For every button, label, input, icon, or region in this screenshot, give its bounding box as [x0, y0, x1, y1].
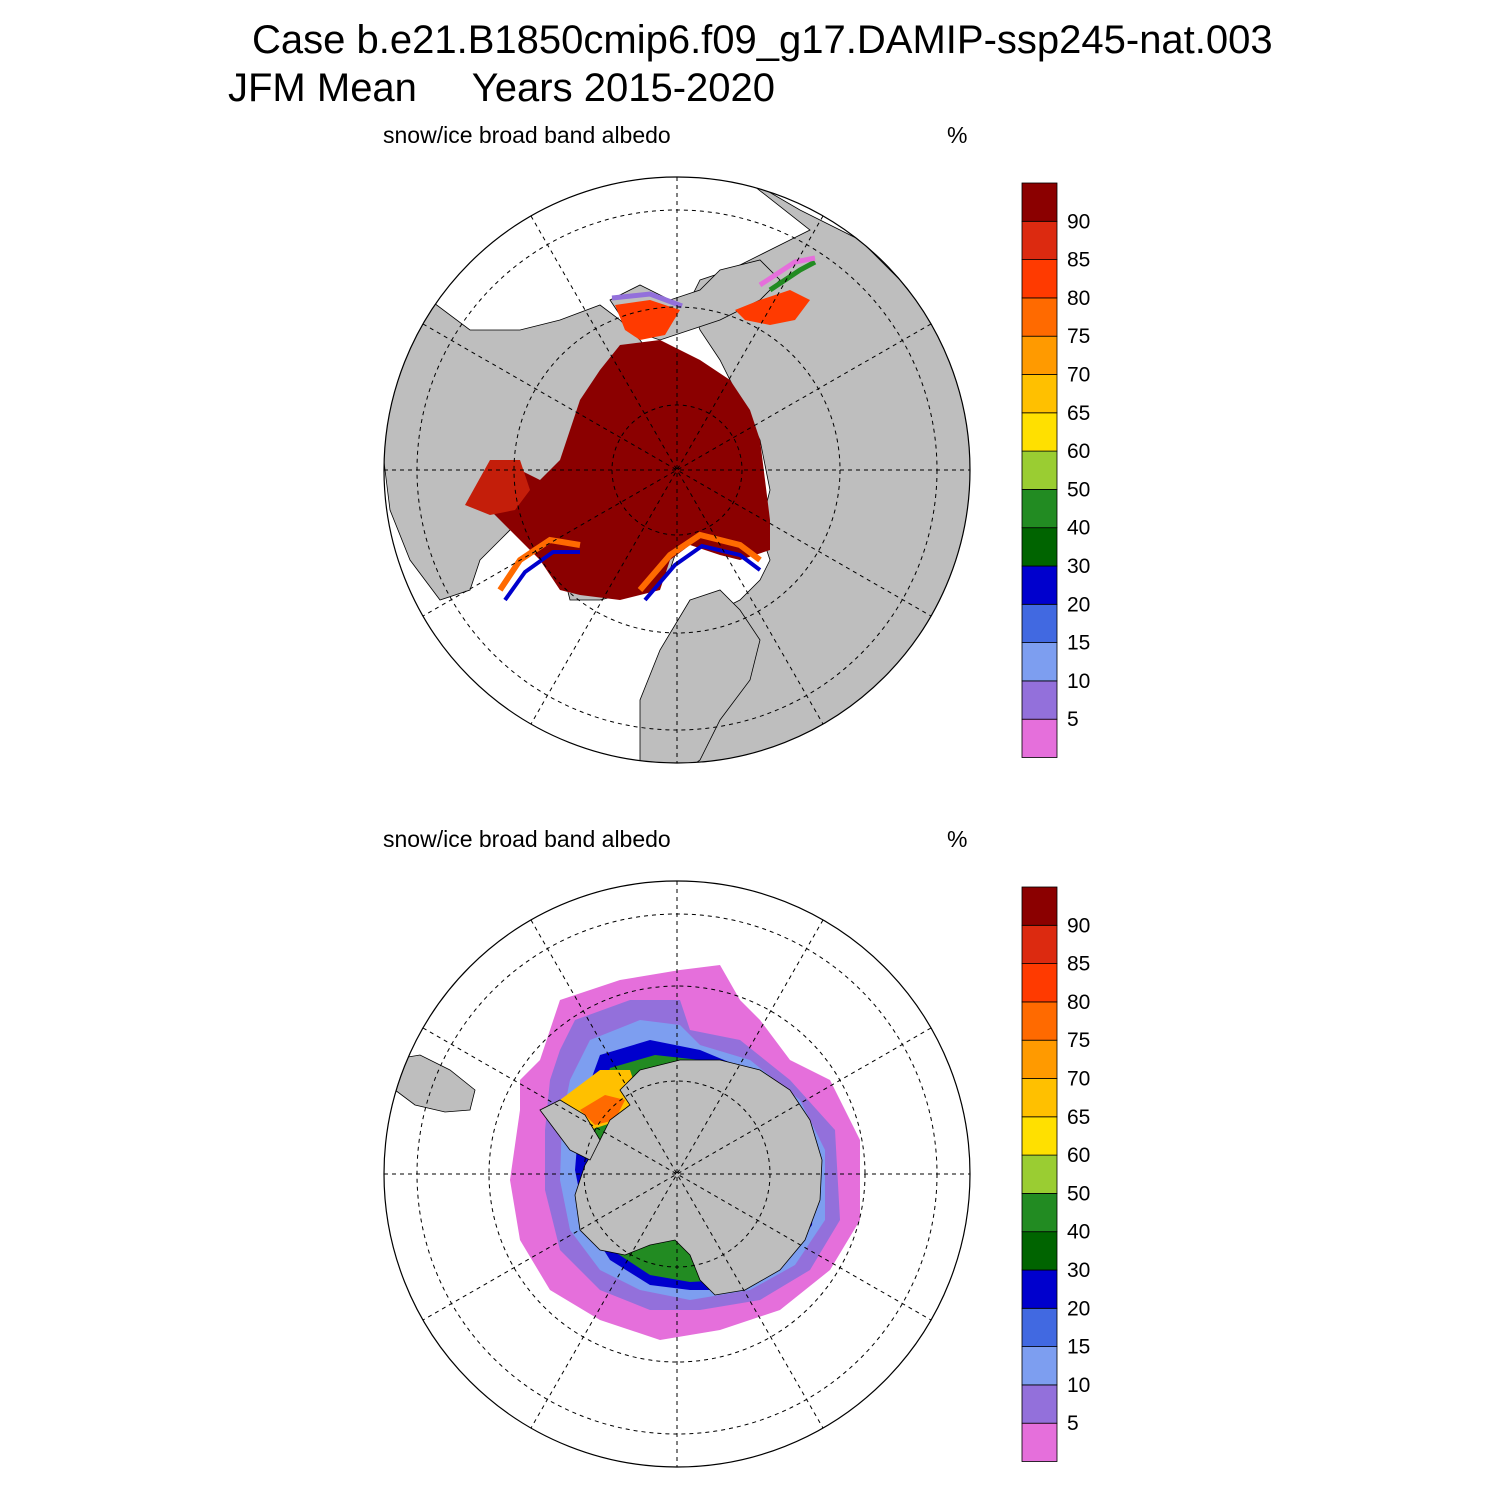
north-seaice-bering-edge — [611, 291, 683, 309]
north-panel-units: % — [947, 122, 968, 148]
north-ice-edge-atlantic — [497, 536, 581, 592]
north-map-border — [383, 176, 971, 764]
south-colorbar-label: 15 — [1067, 1336, 1090, 1359]
south-panel-units: % — [947, 826, 968, 852]
north-colorbar-label: 60 — [1067, 440, 1090, 463]
north-graticule — [384, 177, 970, 763]
north-colorbar-label: 75 — [1067, 325, 1090, 348]
north-ice-edge-barents-blue — [643, 543, 762, 602]
period-title: JFM Mean Years 2015-2020 — [228, 66, 775, 110]
north-colorbar-box — [1021, 412, 1058, 452]
north-colorbar-box — [1021, 642, 1058, 682]
north-colorbar-box — [1021, 718, 1058, 758]
south-colorbar-label: 5 — [1067, 1412, 1079, 1435]
south-colorbar-box — [1021, 1039, 1058, 1079]
north-colorbar-box — [1021, 565, 1058, 605]
south-colorbar-box — [1021, 924, 1058, 964]
south-colorbar-label: 90 — [1067, 914, 1090, 937]
north-colorbar: 90 85 80 75 70 65 60 50 40 30 20 15 10 5 — [1021, 182, 1090, 758]
south-colorbar-label: 10 — [1067, 1374, 1090, 1397]
south-colorbar-label: 85 — [1067, 953, 1090, 976]
north-colorbar-label: 40 — [1067, 517, 1090, 540]
north-ice-edge-barents — [637, 531, 762, 592]
south-colorbar-label: 75 — [1067, 1029, 1090, 1052]
north-colorbar-label: 5 — [1067, 708, 1079, 731]
north-colorbar-label: 30 — [1067, 555, 1090, 578]
north-seaice-okhotsk-pink — [758, 255, 816, 288]
south-colorbar-label: 20 — [1067, 1297, 1090, 1320]
south-colorbar-label: 70 — [1067, 1068, 1090, 1091]
north-colorbar-label: 80 — [1067, 287, 1090, 310]
north-colorbar-box — [1021, 297, 1058, 337]
north-polar-map — [383, 176, 971, 764]
south-colorbar-label: 60 — [1067, 1144, 1090, 1167]
north-colorbar-label: 20 — [1067, 593, 1090, 616]
north-colorbar-label: 50 — [1067, 478, 1090, 501]
north-colorbar-label: 10 — [1067, 670, 1090, 693]
south-colorbar-box — [1021, 1307, 1058, 1348]
south-land-peninsula — [539, 1099, 601, 1161]
south-colorbar-box — [1021, 1116, 1058, 1156]
south-colorbar-box — [1021, 1231, 1058, 1271]
south-colorbar-box — [1021, 1001, 1058, 1041]
south-polar-map — [383, 880, 971, 1468]
case-title: Case b.e21.B1850cmip6.f09_g17.DAMIP-ssp2… — [252, 18, 1273, 62]
south-panel-title: snow/ice broad band albedo — [383, 826, 671, 852]
north-colorbar-box — [1021, 220, 1058, 261]
south-colorbar-box — [1021, 963, 1058, 1003]
north-colorbar-box — [1021, 450, 1058, 490]
north-colorbar-box — [1021, 527, 1058, 567]
north-colorbar-box — [1021, 259, 1058, 299]
north-colorbar-box — [1021, 680, 1058, 720]
north-colorbar-label: 65 — [1067, 402, 1090, 425]
south-colorbar-box — [1021, 1078, 1058, 1118]
south-colorbar-box — [1021, 1269, 1058, 1309]
north-colorbar-box — [1021, 182, 1058, 222]
south-colorbar-box — [1021, 1193, 1058, 1233]
north-colorbar-label: 70 — [1067, 364, 1090, 387]
south-graticule — [384, 881, 970, 1467]
south-map-border — [383, 880, 971, 1468]
south-colorbar-box — [1021, 1346, 1058, 1386]
south-colorbar-label: 40 — [1067, 1221, 1090, 1244]
south-colorbar-label: 50 — [1067, 1182, 1090, 1205]
north-seaice-hudson — [465, 460, 530, 515]
south-colorbar-label: 65 — [1067, 1106, 1090, 1129]
north-colorbar-label: 85 — [1067, 249, 1090, 272]
north-colorbar-label: 15 — [1067, 632, 1090, 655]
north-colorbar-box — [1021, 374, 1058, 414]
south-colorbar-label: 80 — [1067, 991, 1090, 1014]
south-colorbar-label: 30 — [1067, 1259, 1090, 1282]
south-land-southamerica — [389, 1054, 476, 1113]
north-colorbar-box — [1021, 603, 1058, 643]
north-ice-edge-atlantic-blue — [503, 550, 580, 602]
north-seaice-bering — [615, 300, 680, 340]
south-colorbar-box — [1021, 1422, 1058, 1462]
south-colorbar: 90 85 80 75 70 65 60 50 40 30 20 15 10 5 — [1021, 886, 1090, 1462]
south-colorbar-box — [1021, 1154, 1058, 1194]
north-seaice-okhotsk-edge — [768, 259, 817, 293]
north-panel-title: snow/ice broad band albedo — [383, 122, 671, 148]
north-seaice-okhotsk — [735, 290, 810, 325]
north-colorbar-box — [1021, 335, 1058, 375]
south-colorbar-box — [1021, 886, 1058, 926]
south-colorbar-box — [1021, 1384, 1058, 1424]
north-colorbar-label: 90 — [1067, 210, 1090, 233]
north-colorbar-box — [1021, 488, 1058, 529]
north-land-europe — [639, 589, 761, 763]
